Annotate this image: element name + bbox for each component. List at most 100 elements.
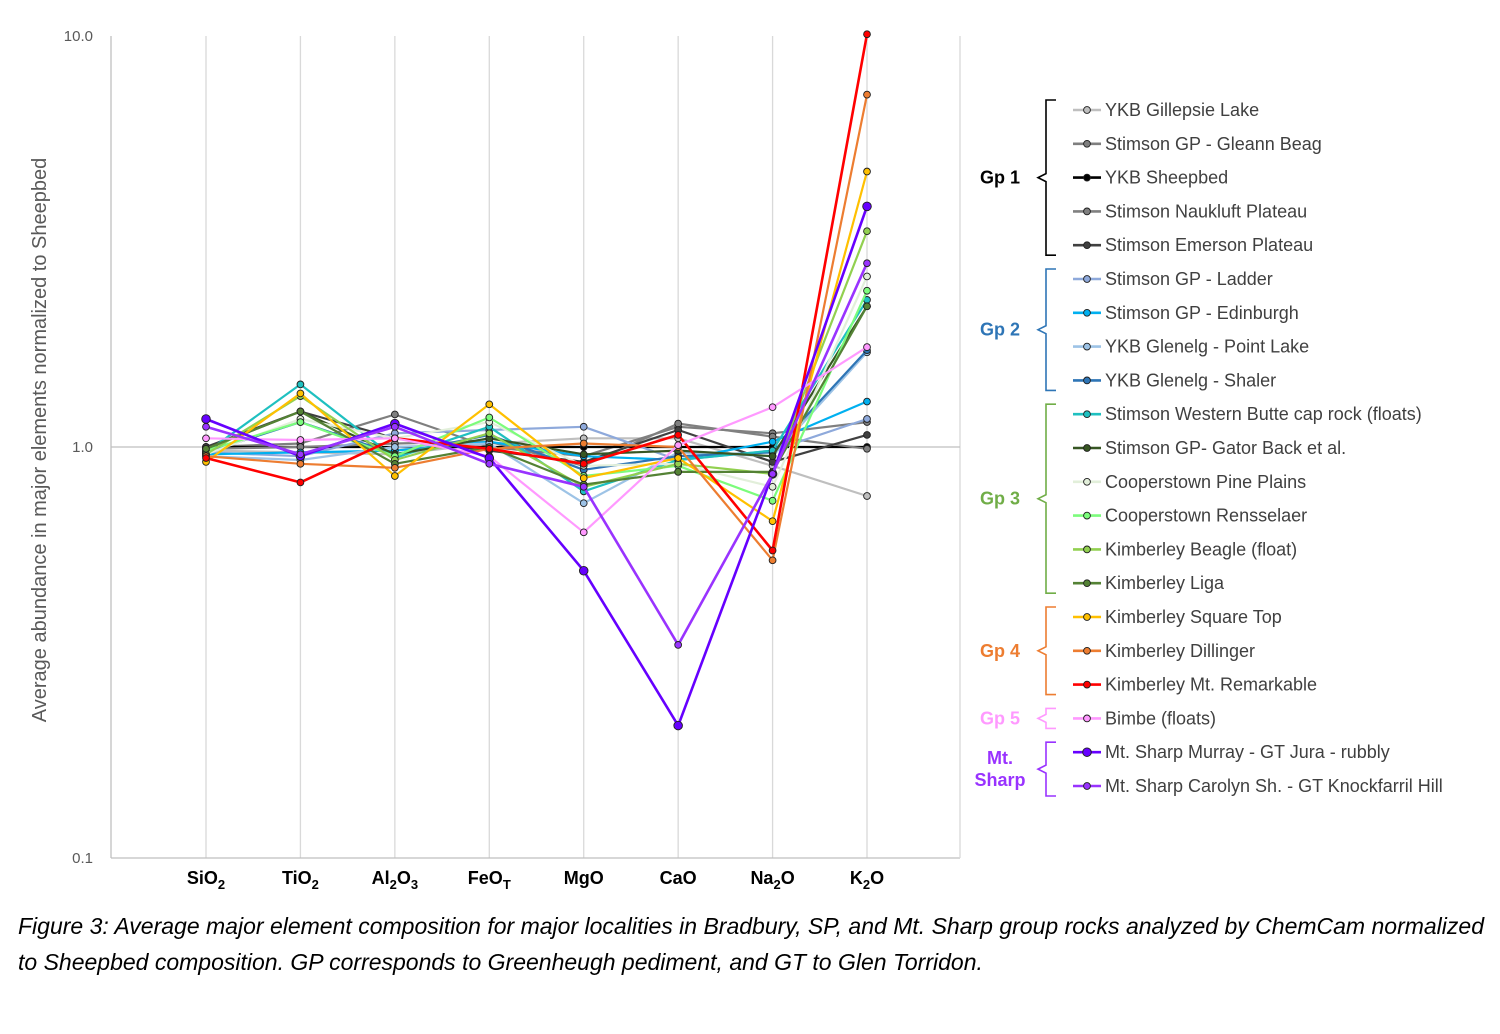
data-point — [296, 459, 305, 468]
data-point — [863, 302, 871, 311]
legend-entry: YKB Glenelg - Shaler — [1073, 370, 1276, 390]
data-point — [579, 482, 588, 491]
legend-group: Gp 4 — [980, 606, 1056, 696]
data-point — [768, 403, 777, 412]
data-point — [673, 720, 683, 731]
series-line — [205, 346, 868, 534]
legend-label: YKB Glenelg - Shaler — [1105, 370, 1276, 390]
data-point — [863, 492, 871, 500]
data-point — [485, 459, 494, 468]
legend-label: Stimson GP- Gator Back et al. — [1105, 438, 1346, 458]
legend-group: Gp 2 — [980, 268, 1056, 392]
legend-label: YKB Sheepbed — [1105, 168, 1228, 188]
legend-entry: Kimberley Mt. Remarkable — [1073, 675, 1317, 695]
legend-swatch-marker — [1083, 613, 1091, 621]
data-point — [674, 468, 683, 476]
data-point — [485, 444, 494, 453]
x-tick-label: K2O — [850, 868, 884, 892]
legend-label: Cooperstown Rensselaer — [1105, 506, 1307, 526]
data-point — [485, 400, 494, 409]
group-bracket — [1036, 268, 1056, 392]
legend-swatch-marker — [1083, 477, 1091, 486]
data-point — [674, 431, 683, 439]
x-tick-label: SiO2 — [187, 868, 225, 892]
legend-entry: Mt. Sharp Carolyn Sh. - GT Knockfarril H… — [1073, 776, 1443, 796]
legend-swatch-marker — [1083, 782, 1091, 790]
group-bracket — [1036, 741, 1056, 797]
legend-entry: YKB Gillepsie Lake — [1073, 100, 1259, 120]
data-point — [863, 343, 871, 351]
data-point — [768, 470, 777, 478]
legend-label: Kimberley Mt. Remarkable — [1105, 675, 1317, 695]
group-bracket — [1036, 99, 1056, 256]
data-point — [578, 565, 589, 576]
data-point — [485, 429, 494, 438]
data-point — [296, 418, 305, 426]
data-point — [768, 482, 777, 491]
legend-label: Kimberley Dillinger — [1105, 641, 1255, 661]
x-tick-label: Na2O — [750, 868, 794, 892]
data-point — [391, 463, 399, 472]
legend-swatch-marker — [1083, 579, 1091, 588]
data-point — [768, 496, 777, 505]
data-point — [768, 437, 777, 446]
legend-entry: Cooperstown Pine Plains — [1073, 472, 1306, 492]
legend-label: Cooperstown Pine Plains — [1105, 472, 1306, 492]
legend-entry: Stimson Western Butte cap rock (floats) — [1073, 404, 1422, 424]
legend-swatch-marker — [1083, 646, 1091, 655]
data-point — [579, 439, 588, 448]
series-layer — [201, 30, 872, 731]
data-point — [768, 546, 777, 555]
legend-swatch-marker — [1083, 173, 1091, 182]
series-line — [205, 299, 868, 493]
legend-group: Gp 1 — [980, 99, 1056, 256]
legend-swatch-marker — [1083, 106, 1091, 114]
legend-entry: Mt. Sharp Murray - GT Jura - rubbly — [1073, 742, 1390, 762]
group-bracket — [1036, 606, 1056, 696]
data-point — [202, 422, 210, 431]
data-point — [391, 422, 399, 431]
group-bracket — [1036, 403, 1056, 594]
data-point — [296, 389, 305, 398]
legend-label: Stimson GP - Gleann Beag — [1105, 134, 1322, 154]
y-tick-label: 10.0 — [64, 28, 93, 45]
data-point — [863, 272, 871, 281]
figure-caption: Figure 3: Average major element composit… — [18, 913, 1484, 975]
data-point — [863, 259, 871, 268]
legend-entry: Kimberley Liga — [1073, 573, 1225, 593]
legend-swatch-marker — [1083, 444, 1091, 452]
data-point — [768, 517, 777, 526]
data-point — [863, 167, 871, 176]
legend-label: YKB Glenelg - Point Lake — [1105, 337, 1309, 357]
legend-swatch-marker — [1083, 376, 1091, 385]
data-point — [391, 443, 399, 451]
data-point — [391, 434, 399, 443]
series-line — [205, 33, 869, 552]
data-point — [674, 419, 683, 428]
legend-label: Stimson Naukluft Plateau — [1105, 201, 1307, 221]
data-point — [768, 556, 777, 565]
series-line — [205, 422, 868, 467]
legend-entry: YKB Sheepbed — [1073, 168, 1228, 188]
data-point — [579, 528, 588, 537]
legend-swatch-marker — [1083, 308, 1091, 317]
data-point — [201, 414, 211, 424]
legend-entry: Stimson GP - Ladder — [1073, 269, 1273, 289]
series-line — [205, 94, 869, 562]
group-label: Gp 2 — [980, 320, 1020, 340]
legend-swatch-marker — [1083, 207, 1091, 216]
chart-figure: 0.1 1.0 10.0 SiO2 TiO2 Al2O3 FeOT MgO CaO Na2O K2O… — [29, 28, 1443, 892]
legend-swatch-marker — [1082, 747, 1092, 757]
legend-entry: Stimson GP - Gleann Beag — [1073, 134, 1322, 154]
legend-group: Gp 5 — [980, 707, 1056, 730]
data-point — [863, 444, 871, 453]
data-point — [579, 459, 588, 468]
series-20 — [202, 259, 871, 649]
data-point — [674, 641, 683, 649]
x-tick-label: TiO2 — [282, 868, 319, 892]
legend-entry: Kimberley Dillinger — [1073, 641, 1255, 661]
legend-entry: Bimbe (floats) — [1073, 708, 1216, 728]
data-point — [579, 474, 588, 482]
data-point — [674, 454, 683, 462]
data-point — [202, 454, 210, 462]
